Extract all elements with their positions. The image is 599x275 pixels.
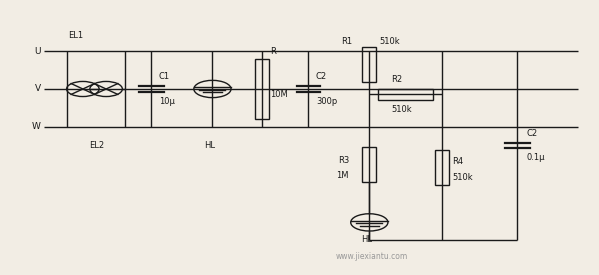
Text: 510k: 510k	[391, 105, 412, 114]
Bar	[362, 47, 376, 82]
Bar	[435, 150, 449, 185]
Bar	[255, 59, 269, 119]
Text: R3: R3	[338, 156, 349, 165]
Text: 510k: 510k	[452, 174, 473, 182]
Text: R4: R4	[452, 157, 464, 166]
Text: C2: C2	[526, 129, 537, 138]
Text: U: U	[35, 47, 41, 56]
Text: R2: R2	[391, 75, 402, 84]
Text: 0.1μ: 0.1μ	[526, 153, 544, 162]
Bar	[379, 89, 433, 100]
Text: www.jiexiantu.com: www.jiexiantu.com	[336, 252, 409, 261]
Text: 300p: 300p	[316, 97, 337, 106]
Text: C2: C2	[316, 72, 327, 81]
Text: 510k: 510k	[380, 37, 400, 46]
Text: W: W	[32, 122, 41, 131]
Text: HL: HL	[361, 235, 372, 244]
Text: V: V	[35, 84, 41, 94]
Text: 10M: 10M	[271, 90, 288, 99]
Text: R: R	[271, 47, 276, 56]
Text: 10μ: 10μ	[159, 97, 175, 106]
Text: EL1: EL1	[68, 31, 83, 40]
Text: 1M: 1M	[337, 171, 349, 180]
Text: C1: C1	[159, 72, 170, 81]
Text: EL2: EL2	[89, 141, 104, 150]
Bar	[362, 147, 376, 182]
Text: R1: R1	[341, 37, 352, 46]
Text: HL: HL	[204, 141, 215, 150]
